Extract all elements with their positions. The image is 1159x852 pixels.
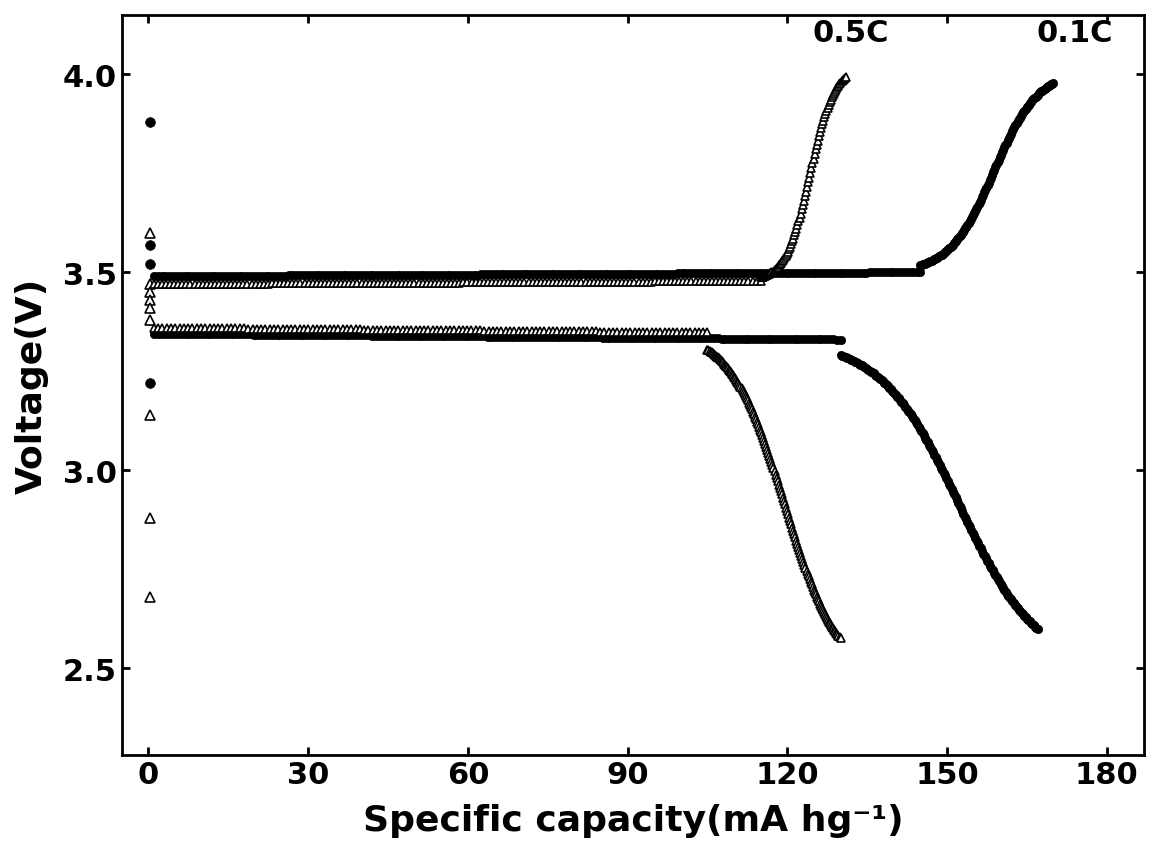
X-axis label: Specific capacity(mA hg⁻¹): Specific capacity(mA hg⁻¹) <box>363 803 903 837</box>
Text: 0.5C: 0.5C <box>812 19 889 48</box>
Y-axis label: Voltage(V): Voltage(V) <box>15 278 49 493</box>
Text: 0.1C: 0.1C <box>1036 19 1113 48</box>
